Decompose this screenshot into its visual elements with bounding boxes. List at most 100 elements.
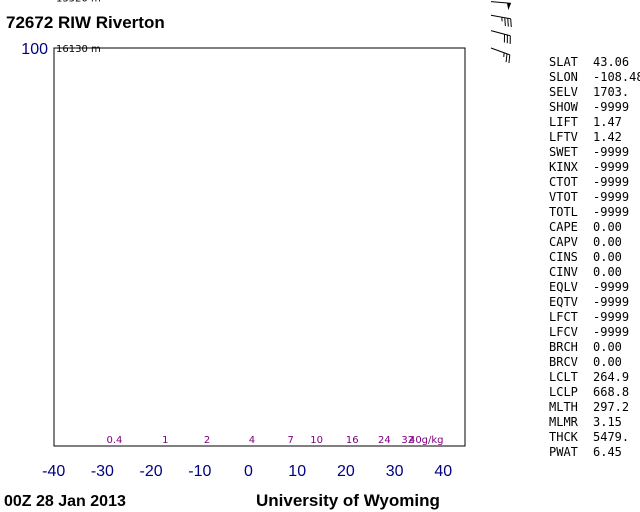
index-value: 1.42 (593, 130, 622, 144)
wind-barb-staff (490, 47, 510, 56)
institution-name: University of Wyoming (256, 491, 440, 510)
isotherm-line (464, 48, 465, 49)
wind-barb (490, 30, 511, 45)
mixing-ratio-label: 40g/kg (409, 435, 444, 446)
index-label: CTOT (549, 175, 578, 189)
index-label: BRCV (549, 355, 578, 369)
wind-barb-flag (507, 18, 509, 27)
index-label: TOTL (549, 205, 578, 219)
index-value: -9999 (593, 205, 629, 219)
wind-barb-flag (506, 34, 508, 44)
height-label: 16130 m (56, 44, 101, 55)
temperature-tick-label: -20 (140, 463, 163, 480)
wind-barbs (490, 1, 512, 64)
dry-adiabat (121, 48, 123, 49)
mixing-ratio-label: 4 (249, 435, 255, 446)
index-value: 0.00 (593, 250, 622, 264)
index-value: 1703. (593, 85, 629, 99)
temperature-tick-label: 20 (337, 463, 355, 480)
index-value: 0.00 (593, 235, 622, 249)
mixing-ratio-label: 10 (310, 435, 323, 446)
index-label: LFTV (549, 130, 578, 144)
dry-adiabat (248, 48, 250, 49)
dry-adiabat (273, 48, 275, 49)
index-label: CAPV (549, 235, 578, 249)
index-value: 668.8 (593, 385, 629, 399)
wind-barb-half-flag (501, 17, 503, 22)
mixing-ratio-label: 16 (346, 435, 359, 446)
wind-barb-flag (510, 18, 512, 28)
wind-barb-flag (505, 53, 508, 63)
index-value: 297.2 (593, 400, 629, 414)
wind-barb-half-flag (503, 52, 505, 57)
axis-labels: 100200300400500600700800900-40-30-20-100… (21, 0, 452, 480)
temperature-tick-label: 40 (434, 463, 452, 480)
index-label: SELV (549, 85, 578, 99)
index-label: THCK (549, 430, 579, 444)
isotherm-line (415, 48, 417, 49)
temperature-tick-label: -10 (188, 463, 211, 480)
index-value: -9999 (593, 100, 629, 114)
index-label: LCLP (549, 385, 578, 399)
mixing-ratio-label: 1 (162, 435, 168, 446)
index-label: KINX (549, 160, 579, 174)
dry-adiabat (298, 48, 300, 49)
mixing-ratio-label: 0.4 (107, 435, 123, 446)
index-value: 0.00 (593, 220, 622, 234)
index-label: CINV (549, 265, 578, 279)
index-label: EQTV (549, 295, 578, 309)
plot-frame (53, 47, 466, 447)
dry-adiabat (147, 48, 149, 49)
index-value: 0.00 (593, 340, 622, 354)
wind-barb (490, 47, 511, 64)
wind-barb-flag (509, 35, 511, 45)
wind-barb-pennant (506, 2, 511, 11)
index-label: SHOW (549, 100, 579, 114)
index-label: EQLV (549, 280, 578, 294)
wind-barb-staff (490, 14, 511, 20)
index-label: LCLT (549, 370, 578, 384)
mixing-ratio-label: 7 (288, 435, 294, 446)
wind-barb-flag (504, 17, 506, 26)
dry-adiabat (172, 48, 174, 49)
wind-barb (490, 14, 512, 28)
wind-barb-flag (508, 54, 511, 64)
index-value: 1.47 (593, 115, 622, 129)
index-value: 264.9 (593, 370, 629, 384)
index-label: PWAT (549, 445, 578, 459)
mixing-ratio-label: 2 (204, 435, 210, 446)
index-label: BRCH (549, 340, 578, 354)
stability-indices: SLAT 43.06 SLON -108.48 SELV 1703. SHOW -9999 LI… (549, 55, 640, 459)
index-value: -9999 (593, 190, 629, 204)
temperature-tick-label: 10 (288, 463, 306, 480)
index-value: -108.48 (593, 70, 640, 84)
wind-barb (490, 1, 511, 11)
isotherm-line (318, 48, 319, 49)
isotherm-line (367, 48, 368, 49)
index-value: -9999 (593, 160, 629, 174)
index-label: CAPE (549, 220, 578, 234)
index-value: -9999 (593, 175, 629, 189)
dry-adiabat (349, 48, 351, 49)
index-label: SLAT (549, 55, 578, 69)
chart-title: 72672 RIW Riverton (6, 13, 165, 32)
observation-time: 00Z 28 Jan 2013 (4, 493, 126, 510)
isotherm-line (441, 0, 563, 48)
mixing-ratio-label: 32 (401, 435, 414, 446)
index-label: SWET (549, 145, 578, 159)
index-value: 43.06 (593, 55, 629, 69)
wind-barb-staff (490, 30, 511, 37)
index-value: 3.15 (593, 415, 622, 429)
dry-adiabat (197, 48, 199, 49)
index-value: -9999 (593, 325, 629, 339)
index-label: SLON (549, 70, 578, 84)
index-value: 0.00 (593, 355, 622, 369)
mixing-ratio-label: 24 (378, 435, 391, 446)
dry-adiabat (222, 48, 224, 49)
isotherm-line (392, 0, 514, 48)
height-label: 13520 m (56, 0, 101, 4)
temperature-tick-label: -30 (91, 463, 114, 480)
dry-adiabat (323, 48, 325, 49)
index-label: CINS (549, 250, 578, 264)
